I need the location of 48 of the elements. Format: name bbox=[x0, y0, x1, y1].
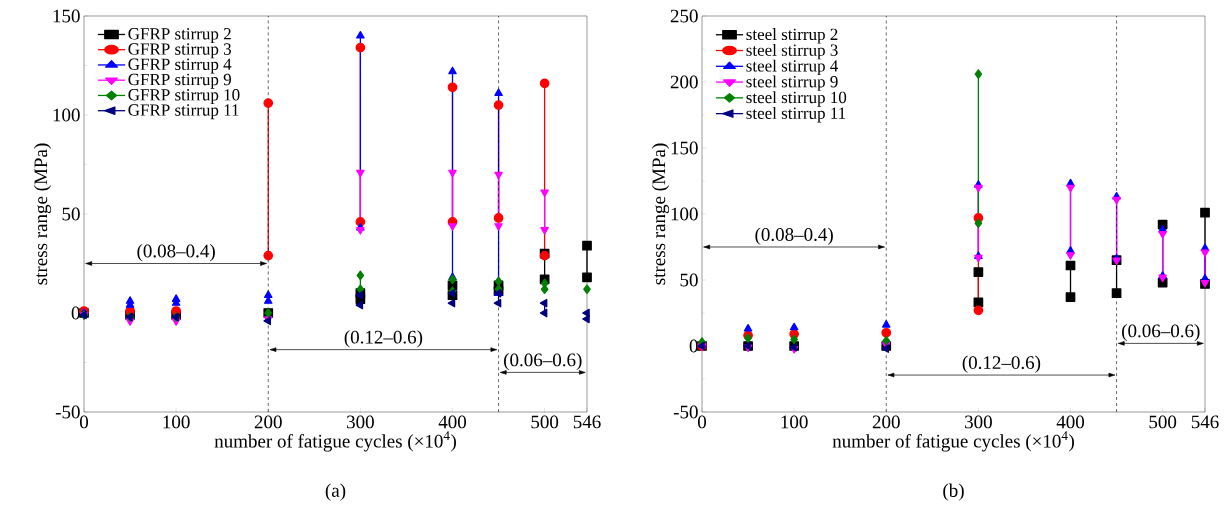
legend-label: GFRP stirrup 9 bbox=[128, 73, 231, 89]
legend-label: steel stirrup 2 bbox=[746, 28, 838, 44]
x-tick-label: 500 bbox=[1149, 415, 1177, 429]
legend-label: GFRP stirrup 4 bbox=[128, 58, 232, 74]
legend-label: GFRP stirrup 10 bbox=[128, 89, 240, 104]
y-tick-label: -50 bbox=[673, 405, 698, 419]
y-tick-label: 50 bbox=[62, 207, 80, 221]
annotation: (0.06–0.6) bbox=[504, 352, 582, 371]
y-tick-label: -50 bbox=[55, 405, 80, 419]
x-tick-label: 300 bbox=[347, 415, 374, 429]
legend-label: steel stirrup 3 bbox=[746, 43, 838, 60]
y-axis-title: stress range (MPa) bbox=[651, 143, 670, 285]
y-tick-label: 150 bbox=[53, 9, 80, 23]
annotation: (0.08–0.4) bbox=[137, 244, 215, 262]
x-tick-label: 100 bbox=[163, 415, 190, 429]
x-tick-label: 546 bbox=[1191, 415, 1219, 429]
x-tick-label: 200 bbox=[254, 415, 282, 429]
annotation: (0.08–0.4) bbox=[755, 227, 833, 245]
annotation: (0.12–0.6) bbox=[344, 330, 423, 348]
y-axis-title: stress range (MPa) bbox=[33, 143, 52, 285]
x-axis-title: number of fatigue cycles (×10$^{4}$) bbox=[214, 431, 456, 452]
x-tick-label: 300 bbox=[965, 415, 992, 429]
x-tick-label: 200 bbox=[872, 415, 900, 429]
x-tick-label: 0 bbox=[697, 415, 707, 429]
x-axis-title: number of fatigue cycles (×10$^{4}$) bbox=[832, 431, 1074, 452]
x-tick-label: 400 bbox=[1056, 415, 1085, 429]
annotation: (0.06–0.6) bbox=[1122, 323, 1200, 342]
y-tick-label: 200 bbox=[670, 75, 698, 89]
legend-label: GFRP stirrup 3 bbox=[128, 43, 231, 59]
text: (a) bbox=[325, 483, 346, 501]
x-tick-label: 500 bbox=[531, 415, 559, 429]
y-tick-label: 100 bbox=[671, 207, 698, 221]
legend-label: GFRP stirrup 11 bbox=[128, 104, 239, 120]
y-tick-label: 250 bbox=[670, 9, 698, 23]
legend-label: steel stirrup 10 bbox=[746, 91, 847, 107]
text: (b) bbox=[943, 483, 964, 501]
y-tick-label: 50 bbox=[680, 273, 698, 287]
legend-label: steel stirrup 4 bbox=[746, 59, 839, 76]
annotation: (0.12–0.6) bbox=[962, 355, 1041, 373]
x-tick-label: 100 bbox=[781, 415, 808, 429]
y-tick-label: 100 bbox=[53, 108, 80, 122]
legend-label: steel stirrup 9 bbox=[746, 75, 838, 91]
legend-label: GFRP stirrup 2 bbox=[128, 28, 231, 43]
x-tick-label: 0 bbox=[79, 415, 89, 429]
x-tick-label: 400 bbox=[438, 415, 467, 429]
y-tick-label: 150 bbox=[671, 141, 698, 155]
x-tick-label: 546 bbox=[573, 415, 601, 429]
legend-label: steel stirrup 11 bbox=[746, 106, 846, 123]
